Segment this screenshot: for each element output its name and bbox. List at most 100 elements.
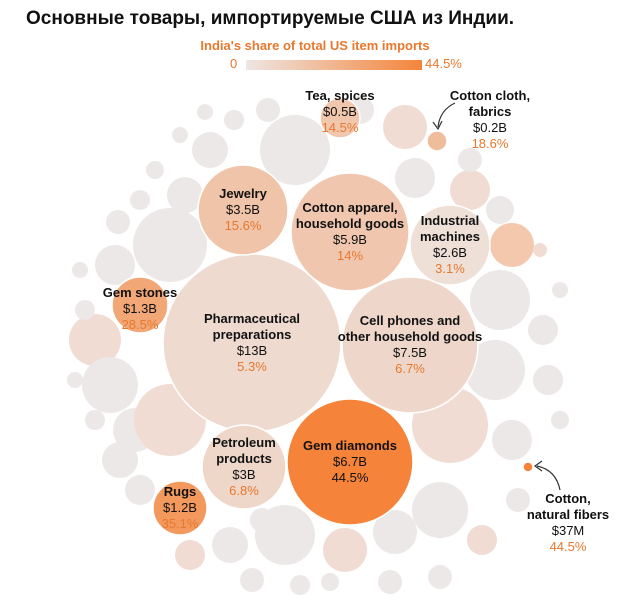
unlabeled-bubble <box>490 223 534 267</box>
unlabeled-bubble <box>486 196 514 224</box>
bubble-name: Cotton cloth, <box>450 88 530 103</box>
unlabeled-bubble <box>256 98 280 122</box>
bubble-name: preparations <box>213 327 292 342</box>
bubble-share: 44.5% <box>550 539 587 554</box>
legend-max: 44.5% <box>425 56 462 71</box>
bubble-value: $3B <box>232 467 255 482</box>
unlabeled-bubble <box>492 420 532 460</box>
unlabeled-bubble <box>192 132 228 168</box>
unlabeled-bubble <box>323 528 367 572</box>
unlabeled-bubble <box>373 510 417 554</box>
unlabeled-bubble <box>67 372 83 388</box>
bubble-8 <box>152 480 208 536</box>
unlabeled-bubble <box>133 208 207 282</box>
bubble-share: 3.1% <box>435 261 465 276</box>
unlabeled-bubble <box>82 357 138 413</box>
legend-title: India's share of total US item imports <box>200 38 430 53</box>
bubble-share: 28.5% <box>122 317 159 332</box>
unlabeled-bubble <box>450 170 490 210</box>
bubble-name: household goods <box>296 216 404 231</box>
bubble-name: Gem stones <box>103 285 177 300</box>
bubble-share: 6.7% <box>395 361 425 376</box>
arrowhead-icon <box>533 460 543 472</box>
unlabeled-bubble <box>552 282 568 298</box>
unlabeled-bubble <box>321 573 339 591</box>
bubble-share: 35.1% <box>162 516 199 531</box>
bubble-2 <box>286 398 414 526</box>
unlabeled-bubble <box>95 245 135 285</box>
bubble-share: 18.6% <box>472 136 509 151</box>
unlabeled-bubble <box>75 300 95 320</box>
arrowhead-icon <box>432 120 443 131</box>
unlabeled-bubble <box>470 270 530 330</box>
bubble-value: $1.3B <box>123 301 157 316</box>
bubble-3 <box>290 172 410 292</box>
unlabeled-bubble <box>465 340 525 400</box>
bubble-name: natural fibers <box>527 507 609 522</box>
bubble-value: $0.5B <box>323 104 357 119</box>
bubble-share: 6.8% <box>229 483 259 498</box>
legend-gradient-bar <box>246 60 422 70</box>
unlabeled-bubble <box>69 314 121 366</box>
arrow-icon <box>437 102 456 128</box>
bubble-7 <box>111 276 169 334</box>
unlabeled-bubble <box>395 158 435 198</box>
bubble-name: Industrial <box>421 213 480 228</box>
bubble-value: $1.2B <box>163 500 197 515</box>
bubble-value: $6.7B <box>333 454 367 469</box>
bubble-share: 14% <box>337 248 363 263</box>
bubble-share: 44.5% <box>332 470 369 485</box>
unlabeled-bubble <box>212 527 248 563</box>
bubble-share: 5.3% <box>237 359 267 374</box>
unlabeled-bubble <box>260 115 330 185</box>
bubble-name: Cell phones and <box>360 313 460 328</box>
bubble-name: Cotton apparel, <box>302 200 397 215</box>
unlabeled-bubble <box>551 411 569 429</box>
bubble-name: Pharmaceutical <box>204 311 300 326</box>
bubble-name: Cotton, <box>545 491 590 506</box>
unlabeled-bubble <box>125 475 155 505</box>
bubble-share: 14.5% <box>322 120 359 135</box>
arrow-icon <box>536 465 561 491</box>
bubble-value: $2.6B <box>433 245 467 260</box>
bubble-name: Gem diamonds <box>303 438 397 453</box>
unlabeled-bubble <box>458 148 482 172</box>
unlabeled-bubble <box>224 110 244 130</box>
unlabeled-bubble <box>102 442 138 478</box>
unlabeled-bubble <box>506 488 530 512</box>
bubble-name: Rugs <box>164 484 197 499</box>
bubble-value: $7.5B <box>393 345 427 360</box>
unlabeled-bubble <box>378 570 402 594</box>
bubble-name: fabrics <box>469 104 512 119</box>
bubble-value: $3.5B <box>226 202 260 217</box>
bubble-5 <box>201 424 287 510</box>
page-title: Основные товары, импортируемые США из Ин… <box>26 8 515 29</box>
bubble-1 <box>341 276 479 414</box>
bubble-11 <box>522 461 534 473</box>
unlabeled-bubble <box>167 177 203 213</box>
unlabeled-bubble <box>533 243 547 257</box>
bubble-value: $13B <box>237 343 267 358</box>
bubble-value: $0.2B <box>473 120 507 135</box>
bubble-name: machines <box>420 229 480 244</box>
unlabeled-bubble <box>85 410 105 430</box>
unlabeled-bubble <box>240 568 264 592</box>
unlabeled-bubble <box>290 575 310 595</box>
unlabeled-bubble <box>146 161 164 179</box>
unlabeled-bubble <box>130 190 150 210</box>
bubble-name: other household goods <box>338 329 482 344</box>
unlabeled-bubble <box>412 482 468 538</box>
bubble-value: $37M <box>552 523 585 538</box>
unlabeled-bubble <box>428 565 452 589</box>
bubble-4 <box>197 164 289 256</box>
bubble-value: $5.9B <box>333 232 367 247</box>
bubble-share: 15.6% <box>225 218 262 233</box>
unlabeled-bubble <box>197 104 213 120</box>
bubble-10 <box>426 130 448 152</box>
bubble-name: Petroleum <box>212 435 276 450</box>
unlabeled-bubble <box>175 540 205 570</box>
bubble-name: Jewelry <box>219 186 267 201</box>
unlabeled-bubble <box>467 525 497 555</box>
